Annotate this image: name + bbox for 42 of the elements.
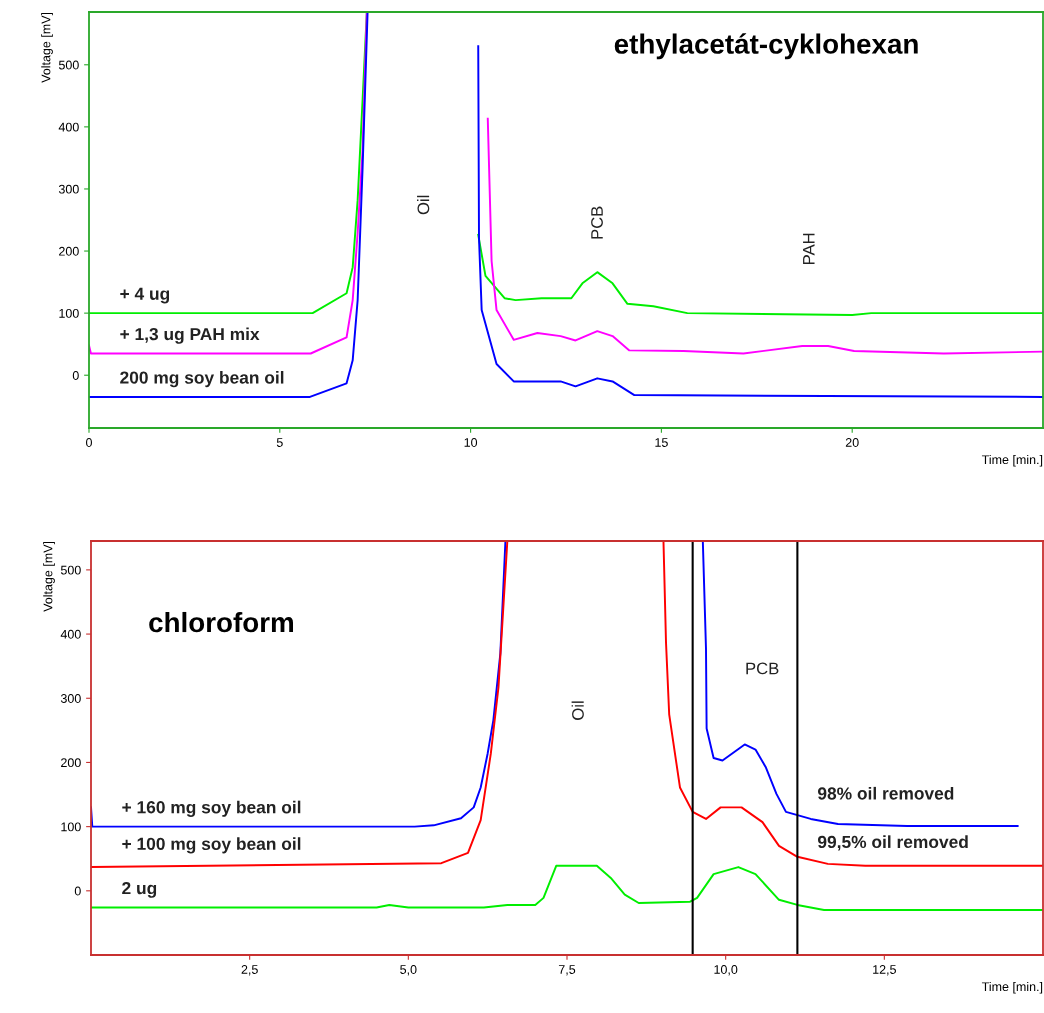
x-tick-label: 5,0 [400, 965, 417, 976]
line-series [91, 864, 1043, 912]
text: ethylacetát-cyklohexan [614, 33, 918, 60]
x-axis-title: Time [min.] [981, 981, 1043, 994]
x-tick-label: 20 [845, 438, 859, 447]
series-label: + 160 mg soy bean oil [122, 800, 301, 817]
y-tick-label: 500 [58, 60, 79, 70]
series-label: 2 ug [122, 881, 157, 898]
annotation: 98% oil removed [817, 786, 954, 800]
annotation: Oil [571, 701, 584, 720]
y-tick-label: 400 [60, 629, 81, 639]
y-tick-label: 100 [61, 822, 81, 832]
y-tick-label: 200 [61, 758, 81, 768]
y-tick-label: 0 [72, 371, 79, 380]
x-tick-label: 7,5 [558, 965, 576, 976]
series-label: 200 mg soy bean oil [120, 370, 284, 388]
x-tick-label: 15 [655, 438, 668, 447]
y-tick-label: 500 [60, 565, 81, 575]
text: chloroform [149, 611, 294, 633]
y-tick-label: 100 [59, 308, 79, 318]
annotation: PAH [803, 233, 815, 264]
y-axis-title: Voltage [mV] [41, 12, 53, 83]
annotation: 99,5% oil removed [817, 835, 968, 851]
y-tick-label: 0 [74, 886, 81, 896]
x-tick-label: 5 [276, 438, 283, 447]
y-tick-label: 200 [59, 246, 79, 256]
series-label: + 1,3 ug PAH mix [120, 327, 260, 344]
series-label: + 100 mg soy bean oil [122, 837, 301, 854]
annotation: PCB [591, 206, 603, 239]
x-tick-label: 2,5 [241, 965, 258, 976]
x-tick-label: 10 [464, 438, 478, 447]
x-tick-label: 12,5 [873, 965, 896, 976]
y-tick-label: 300 [58, 184, 79, 194]
x-axis-title: Time [min.] [981, 454, 1043, 467]
annotation: PCB [746, 662, 779, 675]
annotation: Oil [417, 195, 430, 215]
y-tick-label: 400 [58, 122, 79, 132]
x-tick-label: 10,0 [714, 965, 738, 976]
series-label: + 4 ug [120, 287, 170, 304]
y-axis-title: Voltage [mV] [43, 541, 55, 612]
y-tick-label: 300 [60, 694, 81, 703]
x-tick-label: 0 [86, 438, 92, 447]
